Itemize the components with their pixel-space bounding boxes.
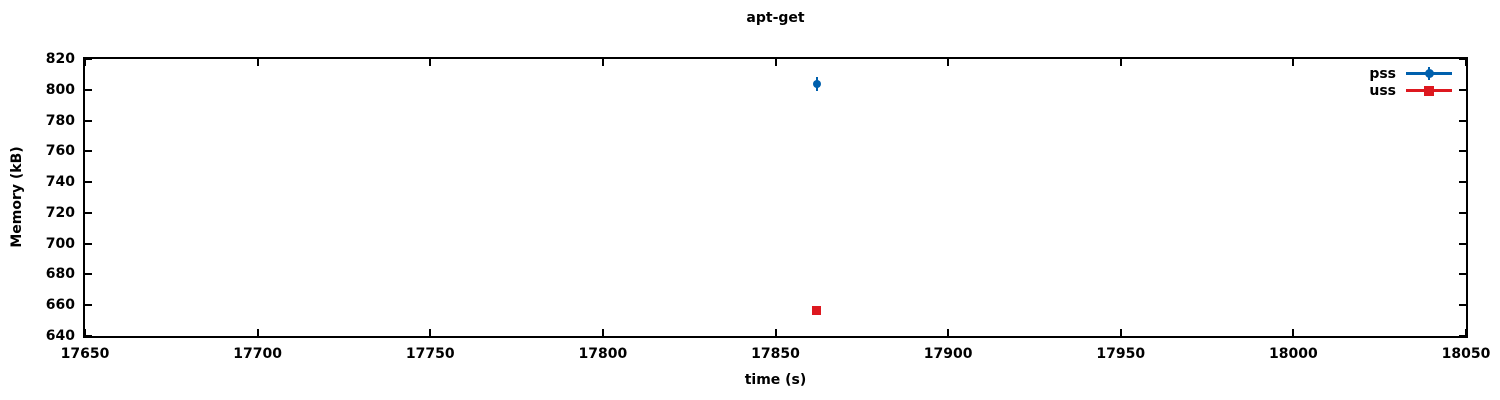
legend-square-marker xyxy=(1424,86,1434,96)
legend: pss uss xyxy=(1369,65,1452,99)
legend-sample-pss xyxy=(1406,65,1452,82)
y-tick-label: 700 xyxy=(45,235,75,252)
x-tick-mark xyxy=(601,59,604,66)
x-tick-mark xyxy=(84,59,86,66)
y-tick-mark xyxy=(1459,273,1466,276)
y-tick-mark xyxy=(85,242,92,245)
x-tick-label: 18050 xyxy=(1441,346,1491,362)
x-tick-mark xyxy=(256,59,259,66)
x-tick-mark xyxy=(947,329,950,336)
chart-title: apt-get xyxy=(746,10,805,26)
x-tick-mark xyxy=(429,59,432,66)
x-tick-label: 17650 xyxy=(60,346,110,362)
y-tick-label: 640 xyxy=(45,328,75,344)
y-tick-mark xyxy=(1459,88,1466,91)
y-tick-mark xyxy=(1459,119,1466,122)
legend-label: pss xyxy=(1369,65,1396,82)
plot-area: pss uss xyxy=(83,57,1468,338)
y-tick-mark xyxy=(1459,304,1466,307)
x-tick-mark xyxy=(1465,59,1467,66)
y-tick-mark xyxy=(85,58,92,60)
y-tick-mark xyxy=(85,119,92,122)
x-tick-label: 17950 xyxy=(1096,346,1146,362)
x-tick-label: 17850 xyxy=(751,346,800,362)
x-tick-mark xyxy=(256,329,259,336)
y-tick-mark xyxy=(85,150,92,153)
x-tick-mark xyxy=(429,329,432,336)
legend-circle-marker xyxy=(1425,69,1434,78)
x-tick-mark xyxy=(947,59,950,66)
points-layer xyxy=(85,59,1466,336)
x-axis-label: time (s) xyxy=(744,372,807,388)
circle-marker xyxy=(812,79,821,88)
x-tick-label: 17800 xyxy=(578,346,628,362)
y-tick-label: 660 xyxy=(45,297,75,314)
legend-item-uss: uss xyxy=(1369,82,1452,99)
y-tick-mark xyxy=(1459,242,1466,245)
y-tick-mark xyxy=(85,335,92,337)
x-tick-mark xyxy=(1119,329,1122,336)
y-tick-label: 760 xyxy=(45,143,75,160)
y-tick-mark xyxy=(85,181,92,184)
x-tick-mark xyxy=(1292,329,1295,336)
x-tick-mark xyxy=(774,329,777,336)
x-tick-mark xyxy=(84,329,86,336)
x-tick-mark xyxy=(1292,59,1295,66)
x-tick-mark xyxy=(601,329,604,336)
y-tick-mark xyxy=(1459,181,1466,184)
legend-item-pss: pss xyxy=(1369,65,1452,82)
y-tick-mark xyxy=(1459,58,1466,60)
y-tick-mark xyxy=(1459,335,1466,337)
x-tick-label: 17900 xyxy=(923,346,973,362)
y-tick-mark xyxy=(85,273,92,276)
legend-sample-uss xyxy=(1406,82,1452,99)
x-tick-mark xyxy=(1465,329,1467,336)
x-tick-label: 18000 xyxy=(1269,346,1318,362)
y-tick-label: 680 xyxy=(45,266,75,283)
y-tick-mark xyxy=(1459,211,1466,214)
x-tick-mark xyxy=(774,59,777,66)
y-tick-mark xyxy=(85,88,92,91)
y-tick-mark xyxy=(1459,150,1466,153)
y-tick-label: 740 xyxy=(45,174,75,191)
square-marker xyxy=(811,306,821,316)
y-tick-label: 820 xyxy=(45,51,75,67)
y-tick-mark xyxy=(85,211,92,214)
y-tick-label: 780 xyxy=(45,112,75,129)
y-tick-label: 800 xyxy=(45,81,75,98)
y-axis-label: Memory (kB) xyxy=(9,146,25,248)
x-tick-label: 17750 xyxy=(405,346,455,362)
x-tick-label: 17700 xyxy=(233,346,282,362)
legend-label: uss xyxy=(1369,82,1396,99)
x-tick-mark xyxy=(1119,59,1122,66)
y-tick-label: 720 xyxy=(45,204,75,221)
ticks-layer xyxy=(84,58,1467,337)
y-tick-mark xyxy=(85,304,92,307)
